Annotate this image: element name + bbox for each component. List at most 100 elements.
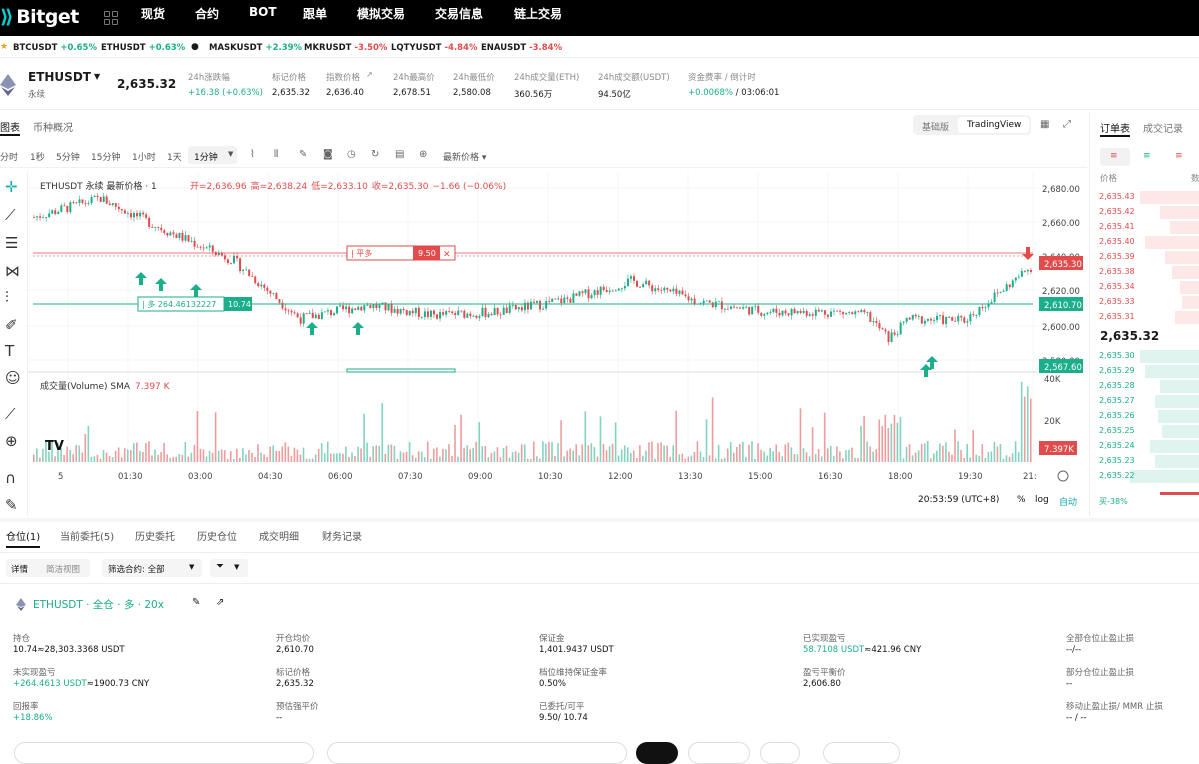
chevron-down-icon[interactable]: ▼ (228, 150, 234, 158)
ask-row[interactable]: 2,635.33 (1090, 295, 1199, 310)
view-detail[interactable]: 详情 (11, 565, 29, 575)
ticker-item[interactable]: ETHUSDT +0.63% (101, 43, 186, 53)
interval-15m[interactable]: 15分钟 (91, 153, 121, 163)
ticker-item[interactable]: MKRUSDT -3.50% (304, 43, 388, 53)
close-market-button[interactable] (636, 742, 678, 764)
external-link-icon[interactable]: ↗ (366, 70, 373, 79)
tab-chart[interactable]: 图表 (0, 123, 20, 134)
view-asks-icon[interactable]: ≡ (1175, 151, 1183, 161)
bid-row[interactable]: 2,635.23 (1090, 454, 1199, 469)
qty-input[interactable] (327, 742, 627, 764)
tab-finance[interactable]: 财务记录 (322, 532, 362, 543)
tpsl-button[interactable] (823, 742, 900, 764)
layout-icon[interactable]: ▦ (1040, 119, 1050, 130)
calendar-icon[interactable]: ▤ (395, 149, 405, 160)
ask-row[interactable]: 2,635.40 (1090, 235, 1199, 250)
tab-order-history[interactable]: 历史委托 (135, 532, 175, 543)
ask-row[interactable]: 2,635.34 (1090, 280, 1199, 295)
ask-row[interactable]: 2,635.43 (1090, 190, 1199, 205)
ask-row[interactable]: 2,635.38 (1090, 265, 1199, 280)
close-icon[interactable]: ✕ (443, 250, 451, 260)
candle-type-icon[interactable]: ⫴ (274, 149, 279, 160)
zoom-icon[interactable]: ⊕ (5, 432, 18, 450)
position-title[interactable]: ETHUSDT · 全仓 · 多 · 20x (33, 599, 164, 611)
bid-row[interactable]: 2,635.26 (1090, 409, 1199, 424)
tab-orderbook[interactable]: 订单表 (1100, 124, 1130, 135)
auto-toggle[interactable]: 自动 (1059, 498, 1078, 508)
nav-data[interactable]: 交易信息 (435, 7, 484, 21)
bid-row[interactable]: 2,635.25 (1090, 424, 1199, 439)
interval-1d[interactable]: 1天 (167, 153, 182, 163)
close-all-button[interactable] (688, 742, 750, 764)
brush-icon[interactable]: ✐ (5, 316, 18, 334)
ask-row[interactable]: 2,635.31 (1090, 310, 1199, 325)
price-type-select[interactable]: 最新价格 ▾ (443, 153, 487, 163)
ticker-item[interactable]: ENAUSDT -3.84% (481, 43, 563, 53)
chevron-down-icon[interactable]: ▼ (189, 563, 195, 571)
bid-row[interactable]: 2,635.24 (1090, 439, 1199, 454)
bid-row[interactable]: 2,635.22 (1090, 469, 1199, 484)
ask-row[interactable]: 2,635.39 (1090, 250, 1199, 265)
bid-row[interactable]: 2,635.30 (1090, 349, 1199, 364)
nav-onchain[interactable]: 链上交易 (514, 7, 563, 21)
add-icon[interactable]: ⊕ (419, 149, 428, 160)
ticker-item[interactable]: BTCUSDT +0.65% (13, 43, 97, 53)
indicator-icon[interactable]: ⌇ (250, 149, 255, 160)
price-input[interactable] (14, 742, 314, 764)
contract-filter[interactable] (102, 559, 202, 577)
nav-demo[interactable]: 模拟交易 (357, 7, 406, 21)
tab-positions[interactable]: 仓位(1) (6, 532, 41, 543)
view-both-button[interactable]: ≡ (1100, 148, 1130, 166)
interval-time[interactable]: 分时 (0, 153, 19, 163)
bitget-logo[interactable]: ⟫ Bitget (0, 6, 79, 28)
settings-gear-icon[interactable] (1057, 470, 1069, 482)
bid-row[interactable]: 2,635.29 (1090, 364, 1199, 379)
nav-copy[interactable]: 跟单 (303, 7, 328, 21)
nav-spot[interactable]: 现货 (141, 7, 166, 21)
ask-row[interactable]: 2,635.41 (1090, 220, 1199, 235)
edit-leverage-icon[interactable]: ✎ (192, 597, 201, 608)
mode-basic[interactable]: 基础版 (922, 123, 950, 133)
log-toggle[interactable]: log (1035, 495, 1049, 505)
interval-1m[interactable]: 1分钟 (194, 153, 218, 163)
measure-icon[interactable]: ⫶ (5, 288, 9, 306)
lock-draw-icon[interactable]: ✎ (5, 496, 18, 514)
interval-5m[interactable]: 5分钟 (56, 153, 80, 163)
bid-row[interactable]: 2,635.27 (1090, 394, 1199, 409)
symbol-dropdown-icon[interactable]: ▼ (94, 72, 101, 81)
draw-icon[interactable]: ✎ (299, 149, 308, 160)
emoji-icon[interactable]: ☺ (5, 369, 21, 387)
bid-row[interactable]: 2,635.28 (1090, 379, 1199, 394)
trendline-icon[interactable]: ⟋ (5, 206, 16, 224)
tab-overview[interactable]: 币种概况 (33, 123, 73, 134)
alarm-icon[interactable]: ◷ (347, 149, 356, 160)
fullscreen-icon[interactable]: ⤢ (1063, 119, 1071, 130)
reverse-button[interactable] (760, 742, 800, 764)
replay-icon[interactable]: ↻ (371, 149, 380, 160)
pattern-icon[interactable]: ⋈ (5, 262, 20, 280)
nav-futures[interactable]: 合约 (195, 7, 220, 21)
crosshair-icon[interactable]: ✛ (5, 178, 18, 196)
tab-fills[interactable]: 成交明细 (259, 532, 299, 543)
star-icon[interactable]: ★ (0, 42, 9, 52)
magnet-icon[interactable]: ∩ (5, 469, 16, 487)
nav-bot[interactable]: BOT (249, 5, 277, 19)
apps-grid-icon[interactable] (104, 11, 118, 25)
camera-icon[interactable]: ◙ (323, 149, 333, 160)
ask-row[interactable]: 2,635.42 (1090, 205, 1199, 220)
ticker-item[interactable]: MASKUSDT +2.39% (209, 43, 303, 53)
share-icon[interactable]: ⇗ (216, 597, 225, 608)
tab-open-orders[interactable]: 当前委托(5) (60, 532, 115, 543)
time-axis[interactable]: 5 01:30 03:00 04:30 06:00 07:30 09:00 10:30 12:0… (58, 472, 1037, 482)
fib-icon[interactable]: ☰ (5, 234, 19, 252)
interval-1s[interactable]: 1秒 (30, 153, 45, 163)
mode-tradingview[interactable]: TradingView (967, 120, 1022, 130)
price-chart[interactable]: | 平多 9.50 ✕ | 多 264.46132227 10.74 ETHUS… (28, 172, 1087, 488)
filter-button[interactable]: ⏷ ▼ (210, 559, 248, 577)
tab-trades[interactable]: 成交记录 (1143, 124, 1183, 135)
ticker-item[interactable]: LQTYUSDT -4.84% (391, 43, 478, 53)
text-icon[interactable]: T (5, 342, 15, 360)
tab-position-history[interactable]: 历史仓位 (197, 532, 237, 543)
symbol-name[interactable]: ETHUSDT (28, 70, 91, 84)
ruler-icon[interactable]: ⟋ (5, 405, 16, 423)
